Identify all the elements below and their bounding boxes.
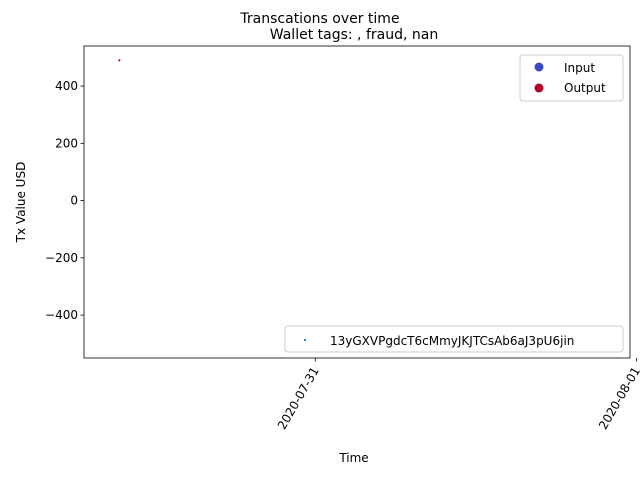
legend-wallet-box: [284, 325, 624, 353]
legend-direction-box: [519, 54, 624, 102]
legend-wallet-label: 13yGXVPgdcT6cMmyJKJTCsAb6aJ3pU6jin: [330, 334, 574, 348]
data-point: [118, 59, 121, 62]
legend-input-label: Input: [564, 61, 595, 75]
legend-wallet: 13yGXVPgdcT6cMmyJKJTCsAb6aJ3pU6jin: [284, 325, 624, 353]
legend-output-marker: [534, 83, 544, 93]
x-tick-label: 2020-08-01: [596, 365, 640, 432]
y-tick-label: 400: [55, 79, 78, 93]
legend-direction: Input Output: [519, 54, 624, 102]
x-tick-label: 2020-07-31: [275, 365, 322, 432]
legend-wallet-marker: [303, 338, 307, 342]
y-tick-label: 0: [70, 194, 78, 208]
legend-output-label: Output: [564, 81, 606, 95]
y-axis-label: Tx Value USD: [14, 162, 28, 244]
x-axis-ticks: 2020-07-31 2020-08-01: [275, 358, 640, 432]
y-tick-label: −200: [45, 251, 78, 265]
x-axis-label: Time: [338, 451, 368, 465]
chart-suptitle: Transcations over time: [239, 11, 399, 27]
y-tick-label: −400: [45, 308, 78, 322]
y-axis-ticks: −400 −200 0 200 400: [45, 79, 84, 322]
legend-input-marker: [534, 62, 544, 72]
data-points: [118, 59, 121, 62]
y-tick-label: 200: [55, 136, 78, 150]
chart-title: Wallet tags: , fraud, nan: [270, 27, 438, 43]
